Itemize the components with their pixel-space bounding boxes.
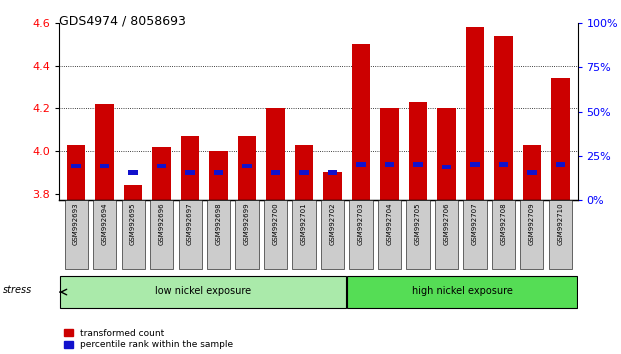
- Text: stress: stress: [3, 285, 32, 295]
- Text: GSM992700: GSM992700: [273, 202, 279, 245]
- Bar: [437, 108, 456, 200]
- Bar: [523, 144, 542, 200]
- Text: GSM992705: GSM992705: [415, 202, 421, 245]
- Text: high nickel exposure: high nickel exposure: [412, 286, 512, 296]
- Text: GSM992710: GSM992710: [558, 202, 563, 245]
- Text: GSM992709: GSM992709: [529, 202, 535, 245]
- Bar: [385, 162, 394, 167]
- Text: low nickel exposure: low nickel exposure: [155, 286, 251, 296]
- Bar: [435, 200, 458, 269]
- Bar: [470, 162, 479, 167]
- Bar: [129, 170, 138, 175]
- Bar: [321, 200, 344, 269]
- Bar: [409, 102, 427, 200]
- Bar: [499, 162, 508, 167]
- Text: GSM992695: GSM992695: [130, 202, 136, 245]
- Bar: [527, 170, 537, 175]
- Bar: [292, 200, 315, 269]
- Bar: [60, 276, 346, 308]
- Bar: [350, 200, 373, 269]
- Bar: [264, 200, 287, 269]
- Text: GSM992693: GSM992693: [73, 202, 79, 245]
- Bar: [271, 170, 280, 175]
- Bar: [100, 164, 109, 168]
- Bar: [242, 164, 252, 168]
- Bar: [356, 162, 366, 167]
- Bar: [380, 108, 399, 200]
- Bar: [95, 104, 114, 200]
- Bar: [351, 44, 370, 200]
- Bar: [178, 200, 202, 269]
- Bar: [299, 170, 309, 175]
- Bar: [466, 27, 484, 200]
- Bar: [406, 200, 430, 269]
- Text: GSM992698: GSM992698: [215, 202, 222, 245]
- Bar: [266, 108, 285, 200]
- Bar: [556, 162, 565, 167]
- Bar: [551, 79, 569, 200]
- Bar: [93, 200, 116, 269]
- Bar: [324, 172, 342, 200]
- Bar: [65, 200, 88, 269]
- Bar: [463, 200, 486, 269]
- Bar: [328, 170, 337, 175]
- Bar: [207, 200, 230, 269]
- Bar: [150, 200, 173, 269]
- Bar: [181, 136, 199, 200]
- Bar: [492, 200, 515, 269]
- Text: GDS4974 / 8058693: GDS4974 / 8058693: [59, 14, 186, 27]
- Bar: [152, 147, 171, 200]
- Bar: [235, 200, 258, 269]
- Bar: [67, 144, 85, 200]
- Text: GSM992702: GSM992702: [330, 202, 335, 245]
- Bar: [520, 200, 543, 269]
- Bar: [71, 164, 81, 168]
- Bar: [295, 144, 313, 200]
- Bar: [494, 36, 513, 200]
- Bar: [378, 200, 401, 269]
- Bar: [347, 276, 577, 308]
- Bar: [122, 200, 145, 269]
- Text: GSM992701: GSM992701: [301, 202, 307, 245]
- Bar: [238, 136, 256, 200]
- Text: GSM992696: GSM992696: [158, 202, 165, 245]
- Bar: [442, 165, 451, 169]
- Bar: [209, 151, 228, 200]
- Text: GSM992708: GSM992708: [501, 202, 507, 245]
- Bar: [186, 170, 194, 175]
- Bar: [157, 164, 166, 168]
- Bar: [214, 170, 223, 175]
- Bar: [124, 185, 142, 200]
- Text: GSM992697: GSM992697: [187, 202, 193, 245]
- Legend: transformed count, percentile rank within the sample: transformed count, percentile rank withi…: [63, 329, 233, 349]
- Bar: [549, 200, 572, 269]
- Text: GSM992694: GSM992694: [102, 202, 107, 245]
- Text: GSM992704: GSM992704: [386, 202, 392, 245]
- Text: GSM992706: GSM992706: [443, 202, 450, 245]
- Text: GSM992703: GSM992703: [358, 202, 364, 245]
- Text: GSM992707: GSM992707: [472, 202, 478, 245]
- Text: GSM992699: GSM992699: [244, 202, 250, 245]
- Bar: [414, 162, 423, 167]
